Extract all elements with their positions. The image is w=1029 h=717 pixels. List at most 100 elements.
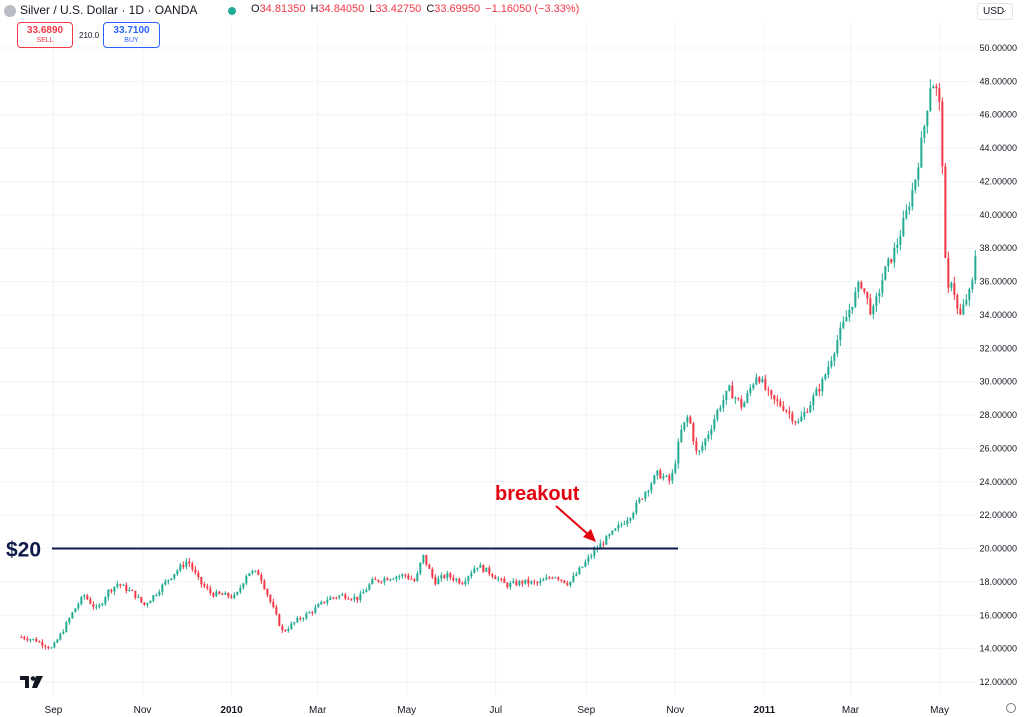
candle-body [440,575,443,579]
candle-body [101,603,104,606]
candle-body [347,598,350,600]
candle-body [80,596,83,605]
candle-body [134,590,137,598]
candle-body [800,416,803,422]
candle-body [200,577,203,585]
candle-body [47,646,50,649]
candle-body [248,573,251,577]
candle-body [695,441,698,451]
y-tick-label: 18.00000 [979,577,1017,587]
candle-body [182,564,185,567]
candle-body [488,567,491,575]
tradingview-logo-icon[interactable] [20,676,44,688]
candle-body [281,625,284,631]
currency-button[interactable]: USD ⌄ [977,3,1013,20]
candle-body [815,389,818,396]
candle-body [203,584,206,587]
candle-body [278,614,281,626]
candle-body [521,580,524,584]
candle-body [560,579,563,581]
candle-body [206,586,209,589]
candle-body [29,639,32,641]
candle-body [512,581,515,583]
candle-body [740,399,743,408]
candle-body [584,561,587,567]
candle-body [581,566,584,568]
candle-body [635,502,638,513]
x-tick-label: Mar [309,705,327,716]
candle-body [410,578,413,580]
x-tick-label: Sep [577,705,595,716]
candle-body [137,597,140,599]
y-tick-label: 48.00000 [979,76,1017,86]
buy-label: BUY [124,37,139,44]
candle-body [542,579,545,581]
candle-body [509,582,512,588]
candle-body [860,282,863,289]
candle-body [830,360,833,367]
candle-body [785,410,788,412]
candle-body [188,561,191,564]
candle-body [290,623,293,630]
candle-body [53,642,56,648]
candle-body [275,607,278,615]
candle-body [158,592,161,595]
candle-body [608,534,611,536]
candle-body [287,629,290,631]
candle-body [185,561,188,567]
candle-body [698,450,701,452]
gear-icon[interactable] [1006,703,1016,713]
candle-body [269,594,272,602]
buy-button[interactable]: 33.7100 BUY [103,22,160,48]
candle-body [656,470,659,476]
candle-body [164,581,167,585]
candle-body [236,592,239,595]
candle-body [125,584,128,591]
candle-body [89,599,92,604]
candle-body [257,570,260,576]
candle-body [230,596,233,598]
candle-body [491,574,494,577]
candle-body [590,555,593,558]
candle-body [161,584,164,593]
candle-body [716,409,719,420]
candle-body [467,576,470,582]
candle-body [74,608,77,613]
candle-body [413,579,416,582]
candle-body [416,573,419,582]
candle-body [425,554,428,565]
candle-body [806,411,809,413]
candle-body [20,636,23,638]
candle-body [116,584,119,587]
y-tick-label: 22.00000 [979,510,1017,520]
candle-body [215,591,218,597]
candle-body [878,292,881,297]
sell-button[interactable]: 33.6890 SELL [17,22,73,48]
candle-body [950,283,953,288]
sell-price: 33.6890 [26,25,64,36]
candle-body [851,306,854,310]
candle-body [473,568,476,573]
candle-body [554,577,557,579]
candle-body [146,603,149,605]
candle-body [362,592,365,594]
candle-body [704,438,707,446]
candle-body [377,579,380,582]
candle-body [710,429,713,435]
candle-body [638,498,641,503]
candle-body [782,406,785,411]
candle-body [329,597,332,600]
candle-body [191,563,194,570]
chevron-down-icon: ⌄ [1000,4,1008,14]
candle-body [719,407,722,410]
candle-body [128,589,131,591]
candle-body [770,390,773,396]
candle-body [737,397,740,400]
candle-body [650,483,653,491]
candle-body [59,633,62,640]
candle-body [365,589,368,593]
candle-body [629,518,632,521]
candle-body [881,280,884,293]
symbol-title[interactable]: Silver / U.S. Dollar · 1D · OANDA [20,3,198,17]
